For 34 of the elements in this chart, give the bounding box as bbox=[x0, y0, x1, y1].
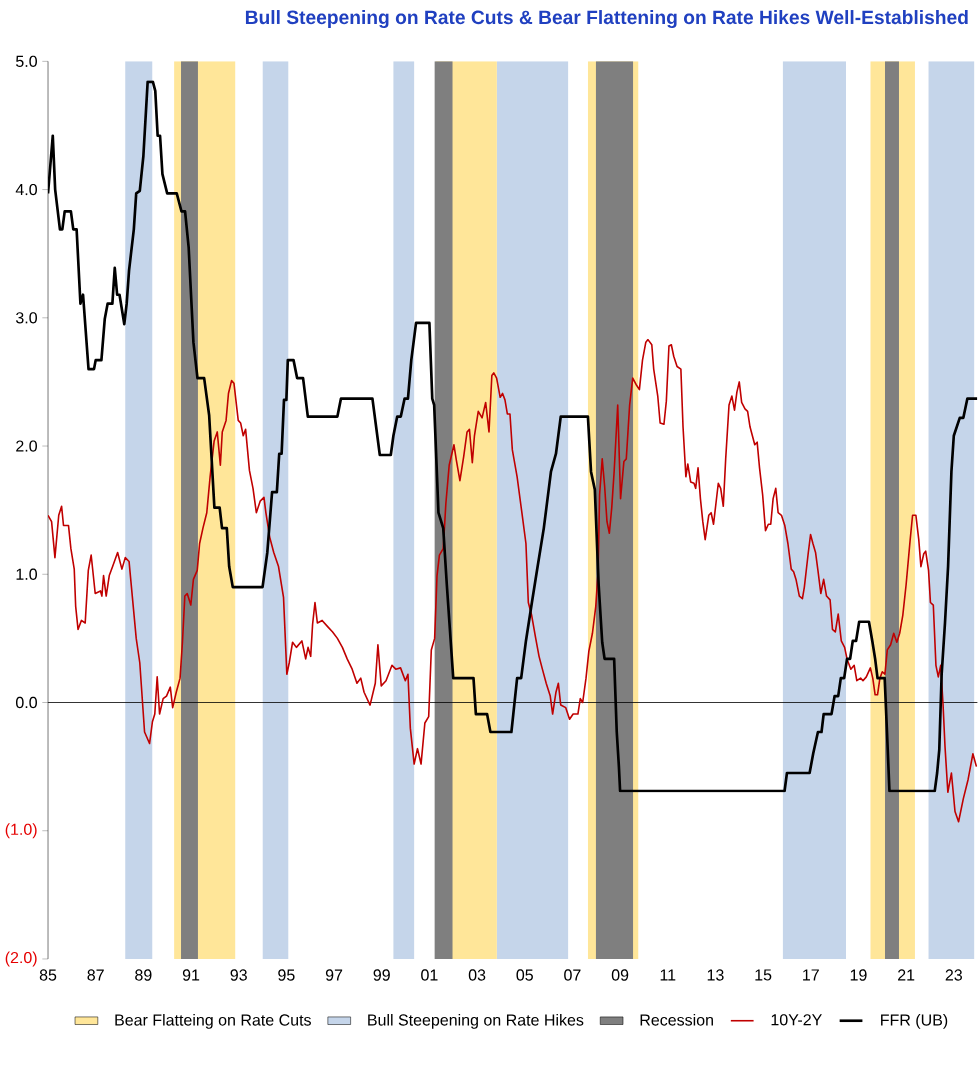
x-tick-label: 03 bbox=[468, 969, 486, 981]
x-tick-label: 85 bbox=[39, 969, 57, 981]
legend-label: FFR (UB) bbox=[881, 1013, 948, 1029]
y-tick-label: 5.0 bbox=[16, 55, 38, 67]
x-tick-label: 17 bbox=[803, 969, 819, 981]
y-tick-label: (1.0) bbox=[5, 823, 37, 839]
x-tick-label: 19 bbox=[850, 969, 867, 981]
x-tick-label: 95 bbox=[278, 969, 295, 981]
x-tick-label: 09 bbox=[611, 969, 629, 981]
x-tick-label: 93 bbox=[230, 969, 247, 981]
legend-label: Bear Flatteing on Rate Cuts bbox=[115, 1013, 311, 1029]
x-tick-label: 13 bbox=[707, 969, 724, 981]
legend-label: Bull Steepening on Rate Hikes bbox=[368, 1013, 584, 1029]
y-tick-label: 1.0 bbox=[16, 568, 38, 580]
x-tick-label: 07 bbox=[564, 969, 581, 981]
x-tick-label: 23 bbox=[945, 969, 963, 981]
x-tick-label: 91 bbox=[182, 969, 200, 981]
x-tick-label: 99 bbox=[373, 969, 390, 981]
y-tick-label: 2.0 bbox=[16, 440, 38, 452]
x-tick-label: 15 bbox=[755, 969, 772, 981]
y-tick-label: 0.0 bbox=[16, 696, 38, 709]
y-tick-label: (2.0) bbox=[5, 951, 37, 967]
x-tick-label: 05 bbox=[516, 969, 533, 981]
x-tick-label: 89 bbox=[135, 969, 152, 981]
x-tick-label: 97 bbox=[325, 969, 343, 981]
legend-label: 10Y-2Y bbox=[771, 1014, 822, 1026]
x-tick-label: 11 bbox=[660, 969, 676, 981]
x-tick-label: 87 bbox=[87, 969, 104, 981]
x-tick-label: 21 bbox=[898, 969, 915, 981]
legend-label: Recession bbox=[640, 1013, 713, 1026]
x-tick-label: 01 bbox=[421, 969, 438, 981]
chart-title: Bull Steepening on Rate Cuts & Bear Flattening on Rate Hikes Well-Established bbox=[245, 10, 968, 29]
y-tick-label: 4.0 bbox=[15, 183, 38, 196]
y-tick-label: 3.0 bbox=[15, 312, 38, 324]
